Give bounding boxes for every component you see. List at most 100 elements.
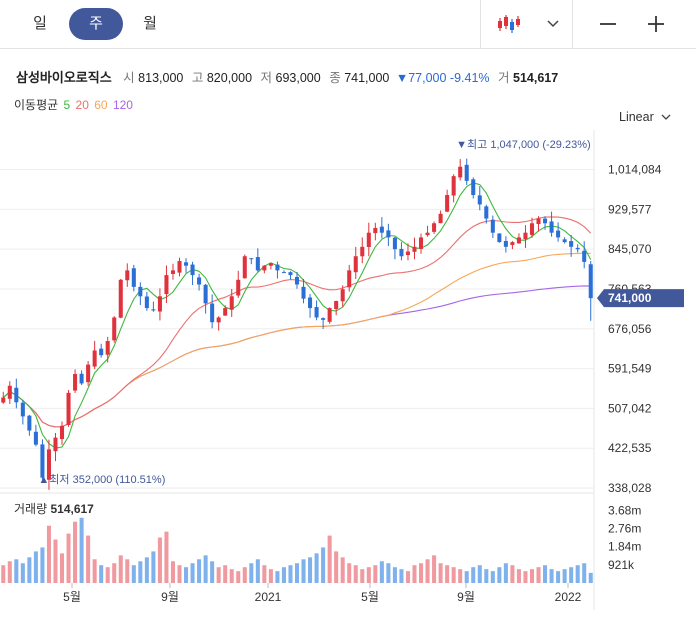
volume-bar: [477, 565, 482, 583]
candle-body: [340, 289, 345, 302]
volume-bar: [327, 535, 332, 583]
scale-selector[interactable]: Linear: [619, 110, 671, 124]
zoom-in-button[interactable]: [638, 0, 674, 48]
candle-body: [536, 218, 541, 225]
tab-daily[interactable]: 일: [33, 15, 47, 32]
volume-bar: [14, 559, 19, 583]
volume-bar: [510, 565, 515, 583]
volume-bar: [1, 565, 6, 583]
y-tick-label: 422,535: [608, 441, 652, 455]
y-axis-ticks: 1,014,084929,577845,070760,563676,056591…: [608, 163, 662, 572]
volume-bar: [379, 561, 384, 583]
candle-body: [40, 444, 45, 478]
ma120-line: [2, 285, 591, 428]
volume-bar: [112, 563, 117, 583]
volume-bar: [249, 563, 254, 583]
volume-bar: [216, 567, 221, 583]
volume-bar: [360, 569, 365, 583]
candle-body: [203, 284, 208, 304]
volume-bar: [131, 565, 136, 583]
candle-body: [588, 264, 593, 299]
volume-bar: [40, 547, 45, 583]
stock-name: 삼성바이오로직스: [16, 70, 112, 85]
candle-body: [471, 179, 476, 196]
candle-body: [327, 308, 332, 322]
volume-bar: [229, 569, 234, 583]
volume-tick-label: 921k: [608, 558, 635, 572]
volume-bar: [392, 567, 397, 583]
candle-body: [190, 264, 195, 276]
chart-type-button[interactable]: [490, 0, 528, 48]
volume-bar: [164, 531, 169, 583]
candle-body: [301, 286, 306, 299]
volume-bar: [223, 565, 228, 583]
close-value: 741,000: [344, 71, 390, 85]
volume-bar: [549, 569, 554, 583]
volume-bar: [405, 571, 410, 583]
current-price-label: 741,000: [608, 291, 652, 305]
volume-bar: [92, 559, 97, 583]
volume-bar: [255, 559, 260, 583]
candle-body: [223, 308, 228, 316]
volume-bar: [33, 551, 38, 583]
volume-bar: [210, 561, 215, 583]
x-tick-label: 9월: [457, 590, 475, 604]
candle-body: [334, 300, 339, 309]
moving-average-legend[interactable]: 이동평균 5 20 60 120: [14, 96, 135, 113]
volume-bar: [536, 567, 541, 583]
candle-body: [405, 251, 410, 256]
candle-body: [503, 240, 508, 247]
volume-tick-label: 1.84m: [608, 540, 641, 554]
candle-body: [418, 237, 424, 249]
chart-type-dropdown[interactable]: [538, 0, 568, 48]
candle-body: [242, 256, 247, 279]
candle-body: [262, 265, 267, 271]
candle-body: [92, 350, 97, 367]
volume-bar: [353, 565, 358, 583]
ma20-line: [2, 216, 592, 428]
y-tick-label: 676,056: [608, 322, 652, 336]
volume-bar: [27, 557, 32, 583]
volume-bar: [503, 563, 508, 583]
candle-body: [464, 164, 469, 181]
price-summary: 삼성바이오로직스 시 813,000 고 820,000 저 693,000 종…: [16, 67, 561, 86]
ma5-label: 5: [63, 98, 71, 112]
candle-body: [445, 195, 450, 212]
volume-value: 514,617: [513, 71, 559, 85]
candle-body: [33, 431, 38, 445]
volume-bar: [497, 567, 502, 583]
volume-bar: [588, 572, 593, 583]
volume-bar: [281, 567, 286, 583]
min-price-annotation: ▲최저 352,000 (110.51%): [38, 473, 165, 486]
volume-bar: [366, 567, 371, 583]
chevron-down-icon: [661, 114, 671, 120]
gridlines: [0, 130, 595, 610]
volume-bar: [569, 567, 574, 583]
volume-bar: [275, 571, 280, 583]
candle-body: [236, 279, 241, 296]
tab-monthly[interactable]: 월: [143, 15, 157, 32]
candlestick-icon: [498, 15, 520, 33]
zoom-out-button[interactable]: [590, 0, 626, 48]
open-label: 시: [123, 71, 135, 85]
toolbar-divider: [572, 0, 573, 48]
candle-body: [53, 437, 58, 452]
volume-bar: [582, 563, 587, 583]
volume-bar: [321, 547, 326, 583]
candle-body: [46, 449, 51, 480]
candle-body: [582, 250, 587, 262]
volume-bar: [46, 525, 51, 583]
candle-body: [14, 387, 19, 403]
volume-panel-title: 거래량: [14, 502, 48, 516]
change-value: ▼77,000 -9.41%: [395, 71, 490, 85]
candle-body: [1, 397, 6, 403]
candle-body: [392, 237, 397, 250]
high-value: 820,000: [206, 71, 253, 85]
volume-bar: [432, 555, 437, 583]
x-axis-ticks: 5월 9월 2021 5월 9월 2022: [63, 583, 582, 604]
open-value: 813,000: [138, 71, 184, 85]
tab-weekly[interactable]: 주: [69, 8, 123, 40]
candle-body: [216, 317, 221, 323]
candle-body: [294, 276, 300, 285]
